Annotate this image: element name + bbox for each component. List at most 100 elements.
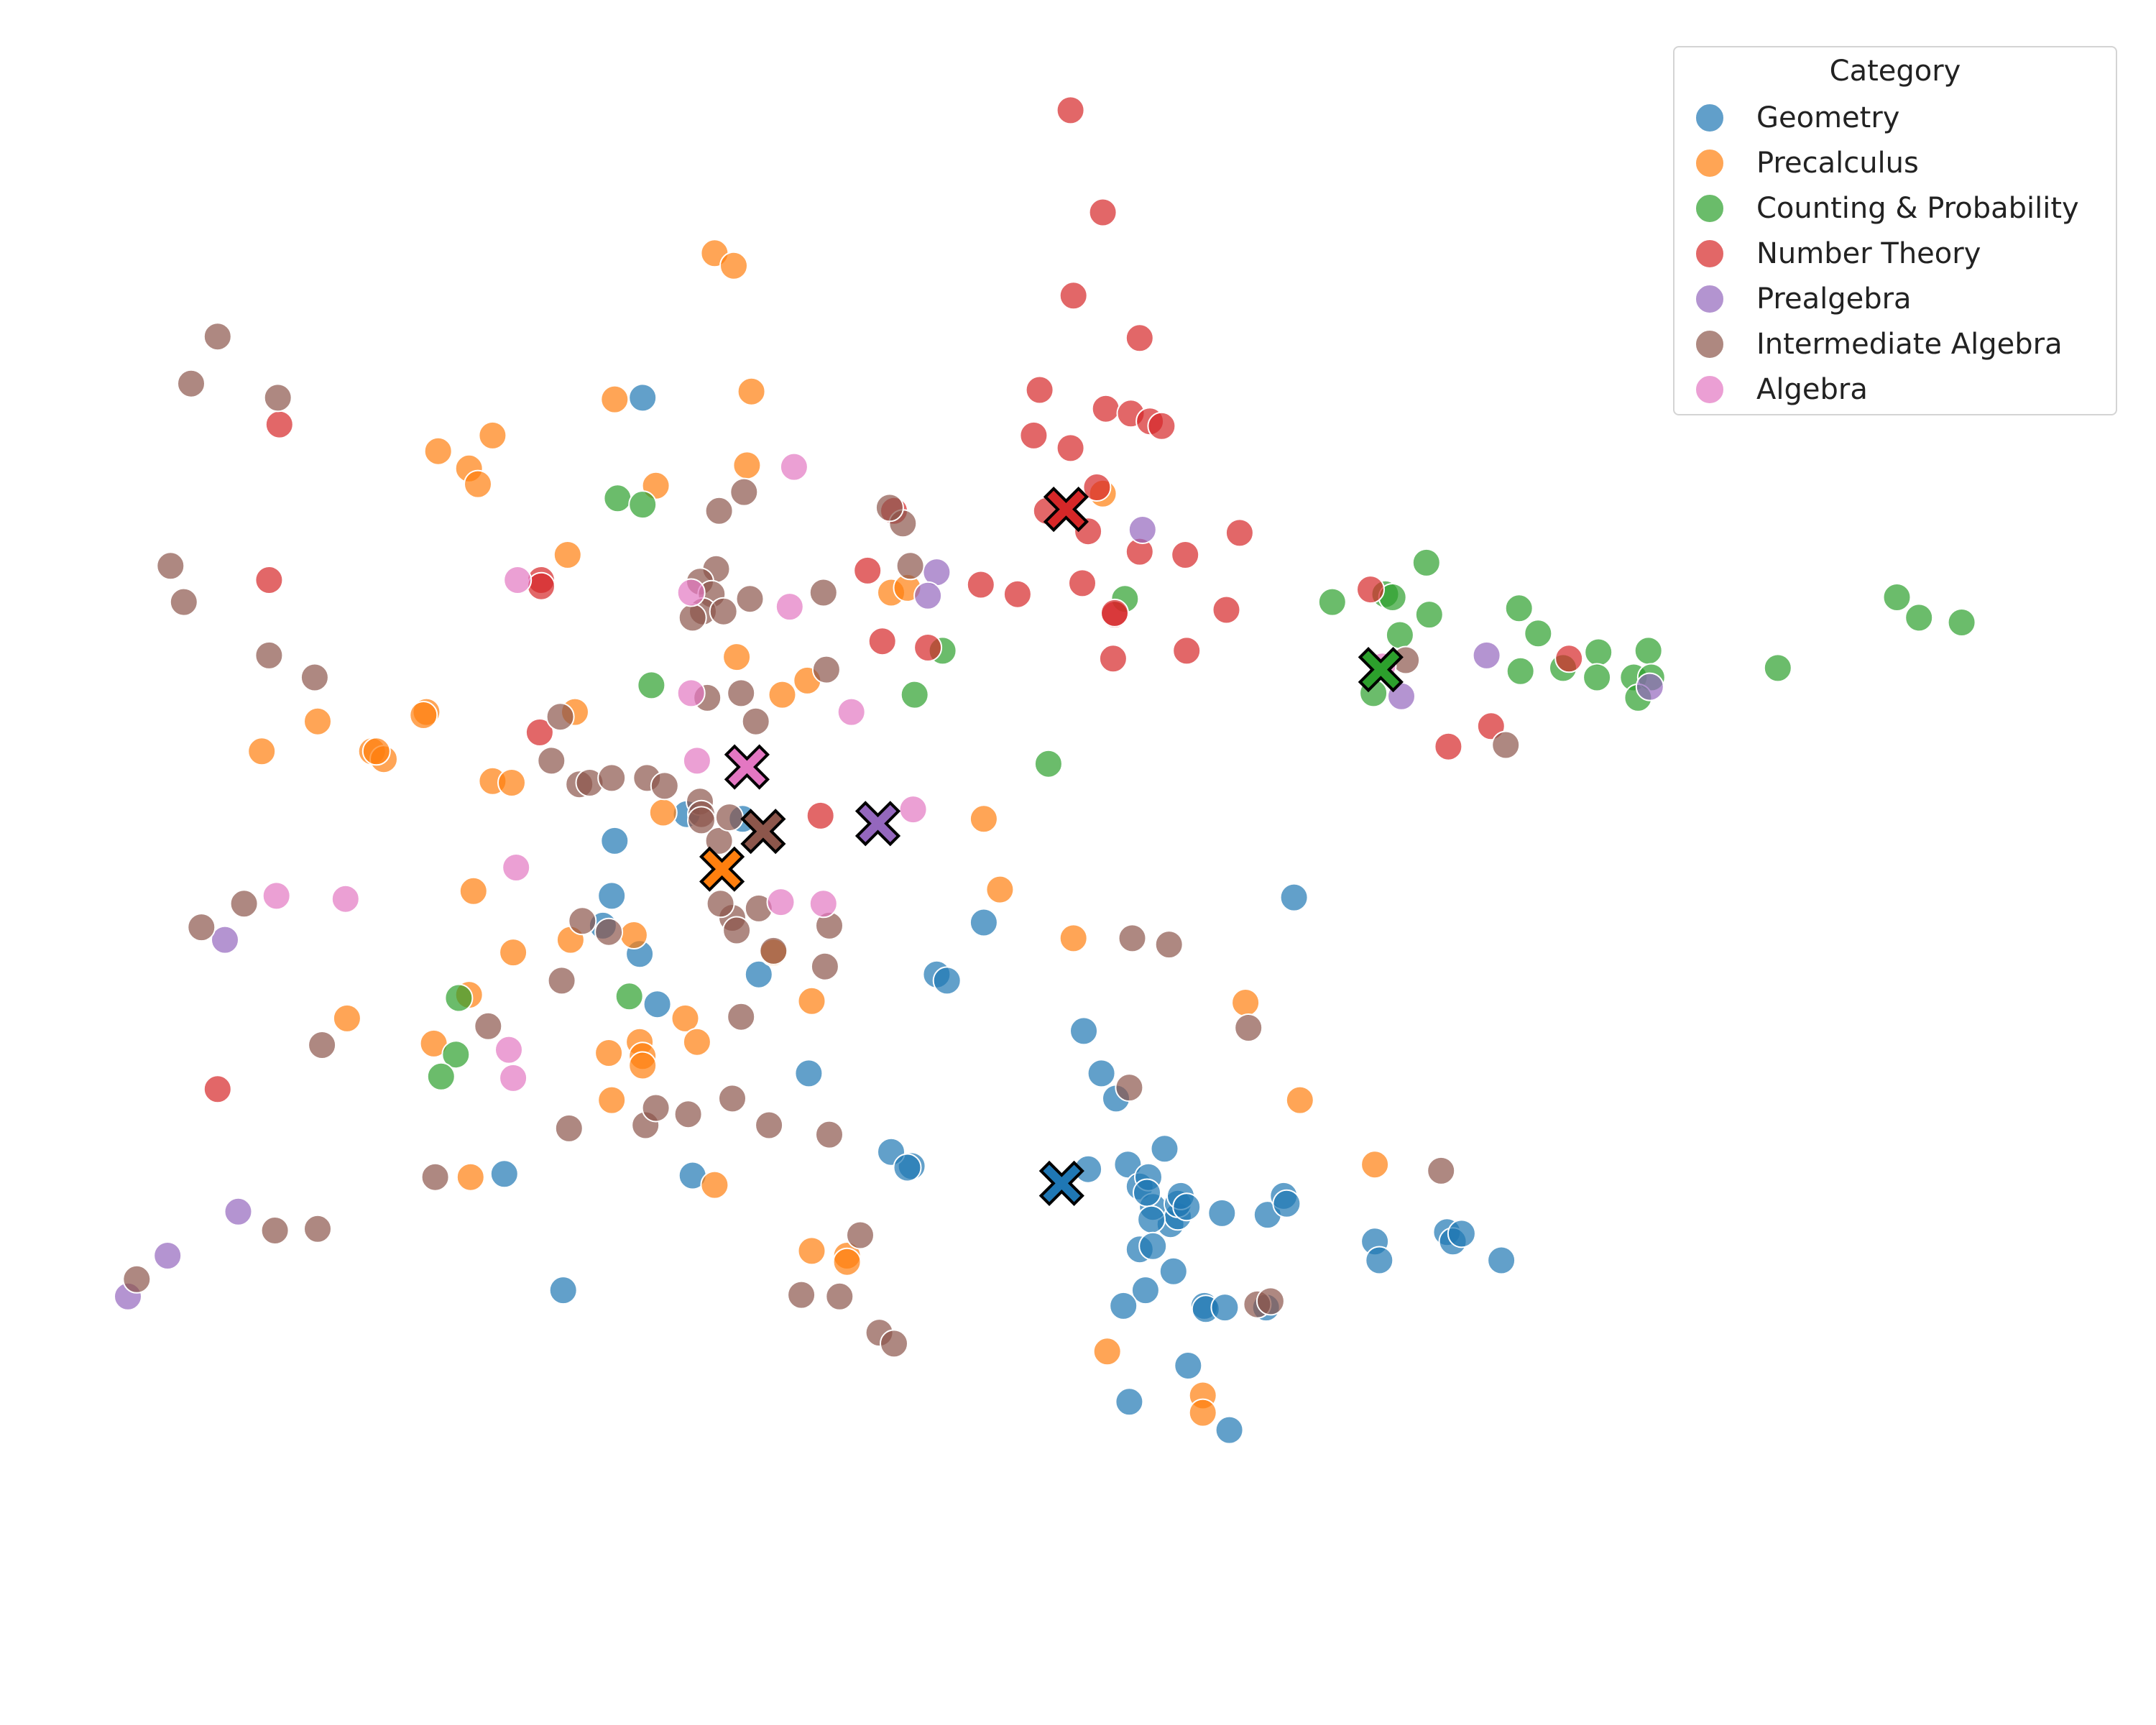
point-precalculus: [700, 1170, 729, 1200]
point-counting-probability: [1033, 749, 1063, 778]
point-intermediate-algebra: [545, 702, 575, 732]
point-number-theory: [1434, 732, 1463, 761]
point-intermediate-algebra: [547, 966, 576, 995]
point-intermediate-algebra: [203, 322, 232, 351]
point-geometry: [1279, 883, 1309, 912]
point-intermediate-algebra: [263, 383, 292, 413]
point-precalculus: [619, 921, 648, 949]
point-intermediate-algebra: [718, 1084, 747, 1113]
point-precalculus: [737, 377, 766, 406]
point-geometry: [1365, 1246, 1394, 1275]
point-precalculus: [797, 1236, 826, 1266]
point-intermediate-algebra: [687, 806, 716, 835]
point-precalculus: [456, 1162, 485, 1192]
point-intermediate-algebra: [597, 763, 627, 793]
legend-label: Algebra: [1756, 373, 1868, 406]
point-number-theory: [806, 801, 835, 830]
point-number-theory: [203, 1075, 232, 1104]
series-intermediate-algebra: [122, 322, 1521, 1358]
point-precalculus: [628, 1051, 658, 1080]
point-intermediate-algebra: [704, 496, 734, 525]
centroid-marker-geometry: [1038, 1160, 1084, 1206]
point-algebra: [676, 678, 706, 708]
point-number-theory: [1100, 598, 1129, 627]
point-algebra: [898, 795, 928, 824]
legend-marker-intermediate-algebra: [1695, 329, 1725, 359]
point-intermediate-algebra: [537, 746, 566, 776]
point-prealgebra: [913, 581, 943, 610]
point-intermediate-algebra: [303, 1214, 332, 1243]
centroid-marker-algebra: [724, 744, 770, 790]
point-intermediate-algebra: [1154, 930, 1184, 960]
legend-marker-number-theory: [1695, 239, 1725, 269]
point-intermediate-algebra: [1118, 924, 1147, 953]
point-number-theory: [264, 410, 294, 439]
point-counting-probability: [628, 490, 658, 520]
point-geometry: [744, 960, 773, 989]
point-number-theory: [254, 566, 284, 594]
point-geometry: [1109, 1291, 1138, 1320]
point-number-theory: [1056, 433, 1085, 463]
point-intermediate-algebra: [650, 771, 679, 801]
centroid-marker-prealgebra: [854, 801, 901, 847]
point-counting-probability: [637, 671, 666, 700]
point-intermediate-algebra: [735, 584, 765, 614]
point-precalculus: [1092, 1337, 1122, 1366]
legend-marker-algebra: [1695, 374, 1725, 405]
point-counting-probability: [1385, 620, 1414, 650]
point-precalculus: [1188, 1398, 1217, 1427]
point-precalculus: [985, 875, 1015, 904]
point-intermediate-algebra: [875, 493, 904, 523]
point-algebra: [494, 1035, 523, 1064]
point-precalculus: [1231, 988, 1261, 1017]
point-precalculus: [719, 251, 748, 280]
point-precalculus: [499, 938, 528, 967]
legend-item-geometry: Geometry: [1695, 96, 1899, 139]
point-intermediate-algebra: [1256, 1287, 1285, 1316]
point-algebra: [499, 1063, 528, 1092]
point-intermediate-algebra: [880, 1329, 908, 1358]
point-precalculus: [797, 986, 826, 1016]
point-intermediate-algebra: [673, 1100, 703, 1129]
point-precalculus: [409, 701, 438, 730]
point-algebra: [766, 888, 796, 917]
point-geometry: [1069, 1016, 1098, 1046]
point-geometry: [600, 826, 630, 855]
point-counting-probability: [426, 1062, 456, 1091]
point-geometry: [548, 1276, 578, 1305]
legend-title: Category: [1829, 55, 1961, 88]
point-geometry: [489, 1159, 519, 1189]
centroid-marker-precalculus: [699, 846, 745, 892]
point-intermediate-algebra: [815, 1120, 844, 1149]
point-precalculus: [497, 768, 526, 797]
point-intermediate-algebra: [122, 1264, 152, 1294]
point-intermediate-algebra: [169, 587, 198, 617]
point-number-theory: [1125, 323, 1154, 353]
legend-item-intermediate-algebra: Intermediate Algebra: [1695, 323, 2063, 366]
point-counting-probability: [900, 680, 929, 709]
point-geometry: [1447, 1219, 1476, 1248]
point-intermediate-algebra: [1491, 730, 1521, 760]
point-precalculus: [303, 707, 332, 736]
point-counting-probability: [1411, 548, 1441, 577]
point-precalculus: [464, 469, 492, 499]
point-intermediate-algebra: [722, 916, 752, 945]
point-geometry: [1115, 1387, 1144, 1417]
point-number-theory: [1056, 96, 1085, 125]
series-geometry: [489, 383, 1516, 1445]
centroid-marker-intermediate-algebra: [740, 809, 786, 855]
legend-marker-prealgebra: [1695, 284, 1725, 314]
point-precalculus: [832, 1247, 862, 1276]
point-number-theory: [1019, 420, 1049, 450]
point-geometry: [893, 1153, 922, 1182]
point-geometry: [628, 383, 658, 413]
point-precalculus: [732, 451, 762, 480]
series-precalculus: [247, 239, 1390, 1427]
point-prealgebra: [1128, 515, 1157, 544]
point-geometry: [642, 990, 672, 1019]
point-precalculus: [594, 1039, 624, 1067]
point-geometry: [1138, 1231, 1168, 1261]
point-intermediate-algebra: [895, 551, 925, 581]
